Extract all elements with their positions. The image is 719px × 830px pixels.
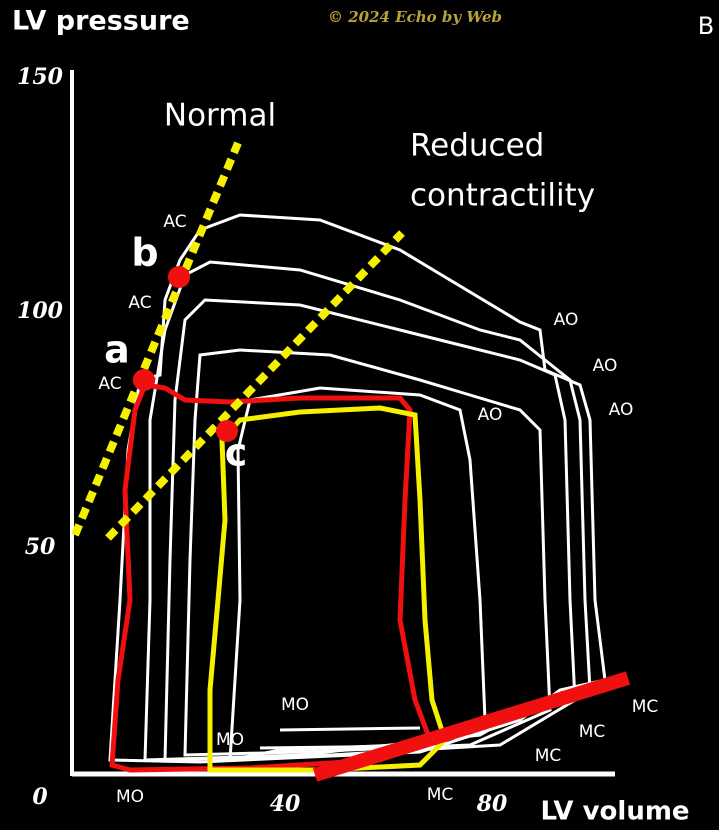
pv-loop <box>279 726 421 732</box>
mc-label: MC <box>535 746 562 766</box>
mc-label: MC <box>579 722 606 742</box>
y-axis-title: LV pressure <box>12 6 190 37</box>
pv-loop <box>163 298 577 762</box>
mc-label: MC <box>632 697 659 717</box>
mo-label: MO <box>281 695 309 715</box>
ac-label: AC <box>163 212 186 232</box>
ao-label: AO <box>609 400 634 420</box>
copyright: © 2024 Echo by Web <box>328 8 502 26</box>
point <box>216 420 238 442</box>
y-tick-label: 0 <box>32 784 48 810</box>
x-axis-title: LV volume <box>540 797 689 827</box>
mo-label: MO <box>216 730 244 750</box>
y-tick-label: 50 <box>25 534 56 560</box>
ao-label: AO <box>554 310 579 330</box>
point-label: a <box>104 328 130 372</box>
point-label: b <box>131 231 158 275</box>
ac-label: AC <box>128 293 151 313</box>
esvpr-line <box>312 671 631 782</box>
normal-label: Normal <box>164 98 276 134</box>
x-tick-label: 80 <box>476 791 508 817</box>
x-tick-label: 40 <box>270 791 301 817</box>
y-tick-label: 150 <box>17 64 64 90</box>
mc-label: MC <box>427 785 454 805</box>
point-label: c <box>225 431 248 475</box>
point <box>168 266 190 288</box>
ac-label: AC <box>98 374 121 394</box>
point <box>133 369 155 391</box>
ao-label: AO <box>478 405 503 425</box>
ao-label: AO <box>593 356 618 376</box>
reduced-label: contractility <box>410 178 595 214</box>
yellow-loop <box>207 405 448 773</box>
panel-label: B <box>698 12 714 40</box>
y-tick-label: 100 <box>17 298 64 324</box>
mo-label: MO <box>116 787 144 807</box>
reduced-label: Reduced <box>410 128 544 164</box>
